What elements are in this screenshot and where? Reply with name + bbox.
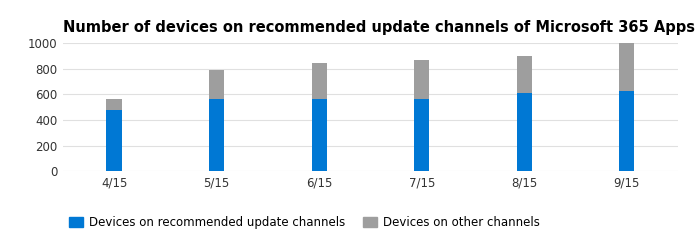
Bar	[209, 99, 224, 171]
Bar	[312, 63, 327, 99]
Bar	[106, 99, 122, 110]
Bar	[619, 43, 635, 91]
Bar	[414, 60, 429, 99]
Bar	[517, 56, 532, 93]
Bar	[619, 91, 635, 171]
Bar	[414, 99, 429, 171]
Bar	[106, 110, 122, 171]
Text: Number of devices on recommended update channels of Microsoft 365 Apps over time: Number of devices on recommended update …	[63, 20, 699, 35]
Bar	[517, 93, 532, 171]
Bar	[312, 99, 327, 171]
Legend: Devices on recommended update channels, Devices on other channels: Devices on recommended update channels, …	[69, 216, 540, 229]
Bar	[209, 70, 224, 99]
